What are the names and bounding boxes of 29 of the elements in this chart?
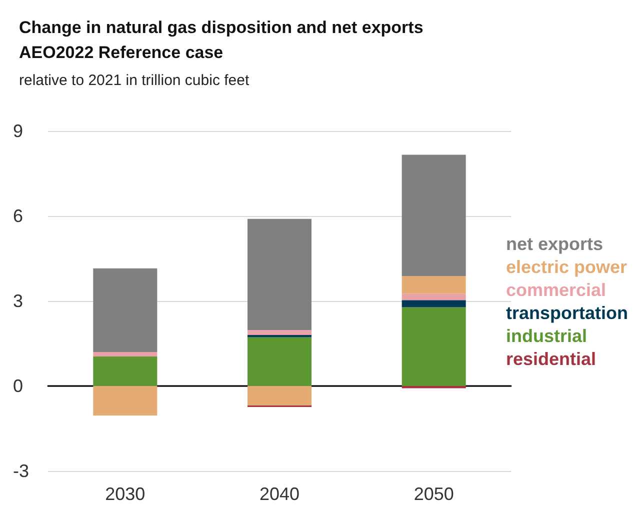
x-tick-label: 2030 [105, 484, 146, 504]
x-tick-label: 2040 [259, 484, 300, 504]
bar [248, 337, 312, 386]
y-tick-label: 6 [13, 206, 24, 226]
bar [402, 300, 466, 308]
text: net exports [506, 234, 604, 254]
bar [248, 386, 312, 406]
y-tick-label: -3 [13, 461, 30, 481]
bar [93, 352, 158, 357]
bar [93, 268, 158, 352]
bar [248, 330, 312, 335]
bar [402, 307, 466, 386]
text: commercial [506, 280, 606, 300]
y-tick-label: 3 [13, 291, 24, 311]
bar [248, 218, 312, 330]
text: residential [506, 349, 596, 369]
y-tick-label: 0 [13, 376, 24, 396]
chart-subtitle: relative to 2021 in trillion cubic feet [19, 72, 250, 89]
bar [93, 356, 158, 386]
bar [402, 276, 466, 294]
bar [402, 294, 466, 300]
chart-title: Change in natural gas disposition and net exports AEO2022 Reference case [19, 18, 424, 62]
text: electric power [506, 257, 628, 277]
bar [93, 386, 158, 416]
bar [402, 154, 466, 276]
y-tick-label: 9 [13, 121, 24, 141]
text: transportation [506, 303, 628, 323]
text: industrial [506, 326, 588, 346]
x-tick-label: 2050 [414, 484, 454, 504]
